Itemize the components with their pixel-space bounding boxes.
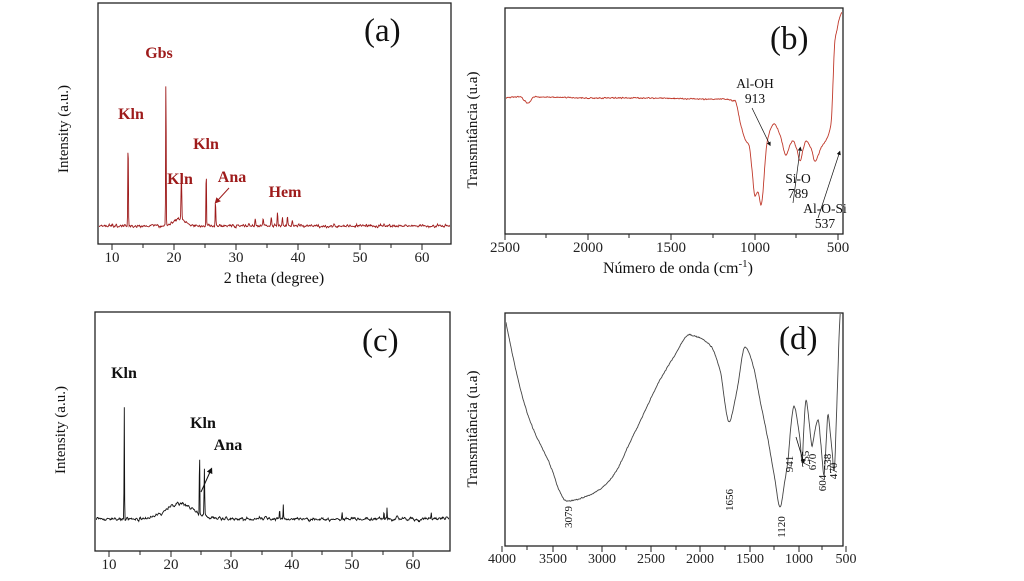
svg-text:3000: 3000 — [588, 552, 616, 567]
svg-text:1656: 1656 — [724, 489, 736, 512]
svg-text:Intensity (a.u.): Intensity (a.u.) — [56, 85, 72, 173]
svg-text:2500: 2500 — [490, 240, 520, 256]
svg-text:Transmitância (u.a): Transmitância (u.a) — [465, 72, 481, 189]
svg-text:3500: 3500 — [539, 552, 567, 567]
svg-text:60: 60 — [415, 250, 430, 266]
svg-text:1000: 1000 — [785, 552, 813, 567]
svg-text:(a): (a) — [364, 13, 401, 49]
svg-text:Número de onda (cm-1): Número de onda (cm-1) — [603, 258, 753, 277]
svg-text:(c): (c) — [362, 323, 399, 359]
svg-text:40: 40 — [285, 557, 300, 573]
svg-text:50: 50 — [345, 557, 360, 573]
svg-text:500: 500 — [836, 552, 857, 567]
svg-text:(d): (d) — [779, 321, 817, 357]
svg-text:500: 500 — [827, 240, 850, 256]
svg-text:(b): (b) — [770, 21, 808, 57]
svg-text:Kln: Kln — [190, 415, 216, 432]
svg-text:Intensity (a.u.): Intensity (a.u.) — [53, 386, 69, 474]
svg-text:2000: 2000 — [573, 240, 603, 256]
svg-text:Si-O: Si-O — [785, 171, 811, 186]
svg-text:50: 50 — [353, 250, 368, 266]
svg-text:30: 30 — [224, 557, 239, 573]
svg-text:Ana: Ana — [218, 169, 246, 186]
svg-text:1500: 1500 — [736, 552, 764, 567]
svg-text:Al-O-Si: Al-O-Si — [803, 201, 847, 216]
svg-text:Gbs: Gbs — [145, 45, 173, 62]
svg-text:40: 40 — [291, 250, 306, 266]
svg-text:Kln: Kln — [167, 171, 193, 188]
svg-text:941: 941 — [784, 456, 796, 473]
svg-text:30: 30 — [229, 250, 244, 266]
svg-text:670: 670 — [807, 453, 819, 470]
svg-text:Transmitância (u.a): Transmitância (u.a) — [465, 371, 481, 488]
svg-text:1000: 1000 — [740, 240, 770, 256]
svg-text:20: 20 — [164, 557, 179, 573]
svg-text:Kln: Kln — [118, 106, 144, 123]
svg-text:913: 913 — [745, 91, 766, 106]
svg-text:537: 537 — [815, 216, 836, 231]
svg-text:Hem: Hem — [269, 184, 303, 201]
svg-text:2000: 2000 — [686, 552, 714, 567]
svg-text:2500: 2500 — [637, 552, 665, 567]
svg-text:20: 20 — [167, 250, 182, 266]
svg-text:789: 789 — [788, 186, 809, 201]
svg-text:470: 470 — [828, 462, 840, 479]
svg-text:60: 60 — [406, 557, 421, 573]
svg-text:10: 10 — [102, 557, 117, 573]
svg-text:10: 10 — [105, 250, 120, 266]
svg-text:1120: 1120 — [776, 516, 788, 538]
svg-text:2 theta (degree): 2 theta (degree) — [224, 270, 324, 287]
svg-text:1500: 1500 — [656, 240, 686, 256]
svg-text:3079: 3079 — [563, 506, 575, 529]
svg-text:4000: 4000 — [488, 552, 516, 567]
svg-text:Ana: Ana — [214, 437, 242, 454]
svg-text:Kln: Kln — [193, 136, 219, 153]
svg-text:Al-OH: Al-OH — [736, 76, 774, 91]
svg-text:Kln: Kln — [111, 365, 137, 382]
